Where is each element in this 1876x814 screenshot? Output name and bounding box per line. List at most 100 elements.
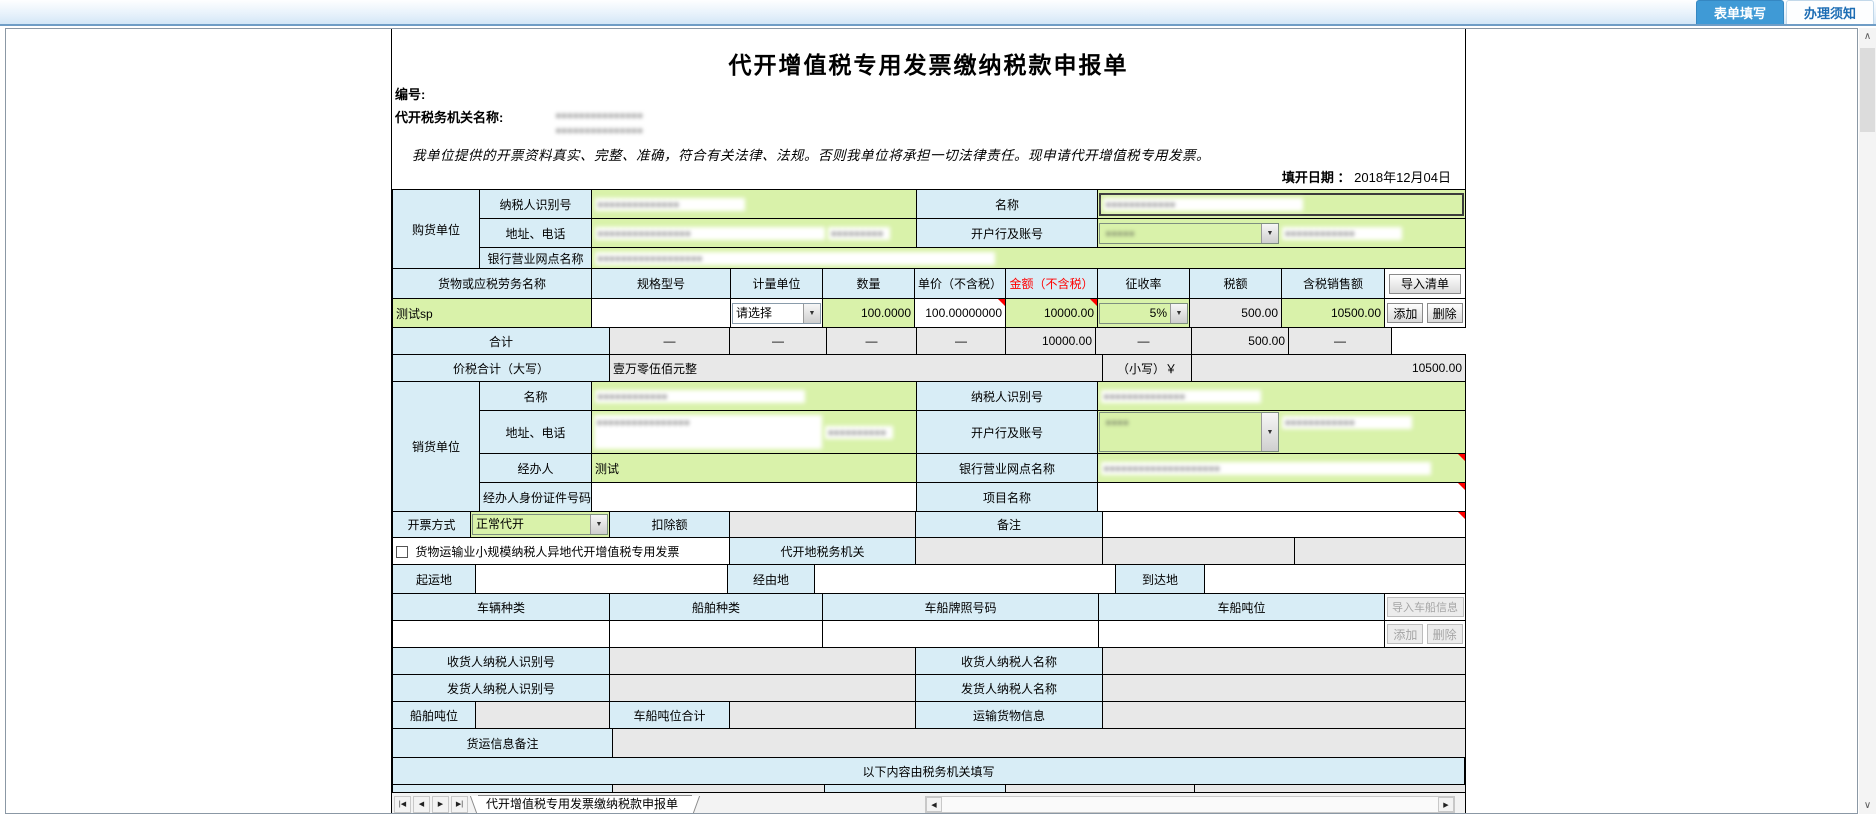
goods-amount-field[interactable]: 10000.00 xyxy=(1005,298,1098,329)
buyer-name-value: ●●●●●●●●●●●● xyxy=(1103,197,1303,211)
sheet-prev-icon[interactable]: ◀ xyxy=(413,795,430,813)
delete-row-button[interactable]: 删除 xyxy=(1426,303,1463,324)
freight-checkbox[interactable] xyxy=(396,546,408,559)
tonnage-total-field xyxy=(729,701,916,730)
buyer-name-cell: ●●●●●●●●●●●● xyxy=(1097,189,1466,220)
goods-unit-cell: 请选择 ▼ xyxy=(730,298,823,329)
buyer-tin-value: ●●●●●●●●●●●●●● xyxy=(595,198,745,212)
goods-rate-select[interactable]: 5% ▼ xyxy=(1099,302,1188,324)
project-name-field[interactable] xyxy=(1097,482,1466,513)
scroll-left-icon[interactable]: ◀ xyxy=(926,797,942,812)
buyer-table: 购货单位 纳税人识别号 ●●●●●●●●●●●●●● 名称 ●●●●●●●●●●… xyxy=(392,189,1466,270)
origin-field[interactable] xyxy=(475,564,728,595)
sheet-next-icon[interactable]: ▶ xyxy=(432,795,449,813)
goods-name-field[interactable]: 测试sp xyxy=(392,298,592,329)
vehicle-type-label: 车辆种类 xyxy=(392,593,610,622)
buyer-name-field[interactable]: ●●●●●●●●●●●● xyxy=(1099,192,1464,216)
consignee-name-field xyxy=(1102,647,1466,676)
totals-label: 合计 xyxy=(392,327,610,356)
ship-type-field[interactable] xyxy=(609,620,823,649)
form-page: 代开增值税专用发票缴纳税款申报单 编号: 代开税务机关名称: ●●●●●●●●●… xyxy=(5,28,1858,814)
vehicle-row-actions: 添加 删除 xyxy=(1384,620,1466,649)
seller-agent-field[interactable]: 测试 xyxy=(591,453,917,484)
buyer-tin-field[interactable]: ●●●●●●●●●●●●●● xyxy=(591,189,917,220)
invoice-mode-value: 正常代开 xyxy=(476,517,525,532)
tab-form-fill[interactable]: 表单填写 xyxy=(1696,0,1784,24)
goods-qty-field[interactable]: 100.0000 xyxy=(822,298,915,329)
sheet-first-icon[interactable]: |◀ xyxy=(394,795,411,813)
goods-unit-select[interactable]: 请选择 ▼ xyxy=(732,302,821,324)
plate-number-label: 车船牌照号码 xyxy=(822,593,1099,622)
buyer-account-field[interactable]: ●●●●●●●●●●●● xyxy=(1282,226,1403,240)
issuing-authority-field-2 xyxy=(1102,537,1295,566)
invoice-mode-label: 开票方式 xyxy=(392,511,471,539)
buyer-bank-select[interactable]: ●●●●● ▼ xyxy=(1099,222,1279,244)
scroll-up-icon[interactable]: ∧ xyxy=(1859,28,1876,45)
totals-spacer xyxy=(1391,327,1466,355)
chevron-down-icon[interactable]: ▼ xyxy=(803,303,820,323)
vehicle-type-field[interactable] xyxy=(392,620,610,649)
tax-office-header-table: 以下内容由税务机关填写 xyxy=(392,757,1465,786)
seller-branch-field[interactable]: ●●●●●●●●●●●●●●●●●●●● xyxy=(1097,453,1466,484)
add-row-button[interactable]: 添加 xyxy=(1387,303,1424,324)
import-list-button[interactable]: 导入清单 xyxy=(1389,273,1461,294)
plate-number-field[interactable] xyxy=(822,620,1099,649)
import-vehicle-button[interactable]: 导入车船信息 xyxy=(1386,597,1464,618)
tab-notice[interactable]: 办理须知 xyxy=(1786,0,1874,24)
buyer-section-label: 购货单位 xyxy=(392,189,480,270)
seller-tin-field[interactable]: ●●●●●●●●●●●●●● xyxy=(1097,381,1466,412)
chevron-down-icon[interactable]: ▼ xyxy=(1170,303,1187,323)
horizontal-scrollbar[interactable]: ◀ ▶ xyxy=(925,796,1455,813)
consignee-tin-field xyxy=(609,647,916,676)
fill-date-value: 2018年12月04日 xyxy=(1354,170,1451,186)
buyer-phone-field[interactable]: ●●●●●●●●● xyxy=(828,227,891,241)
totals-qty: — xyxy=(826,327,917,356)
scroll-right-icon[interactable]: ▶ xyxy=(1438,797,1454,812)
goods-table: 货物或应税劳务名称 规格型号 计量单位 数量 单价（不含税） 金额（不含税） 征… xyxy=(392,268,1466,329)
vehicle-add-button[interactable]: 添加 xyxy=(1387,624,1424,645)
chevron-down-icon[interactable]: ▼ xyxy=(1261,223,1278,243)
vertical-scrollbar[interactable]: ∧ ∨ xyxy=(1859,28,1876,814)
tax-office-section-header: 以下内容由税务机关填写 xyxy=(392,757,1465,786)
seller-bank-select[interactable]: ●●●● ▼ xyxy=(1099,412,1279,453)
seller-address-field[interactable]: ●●●●●●●●●●●●●●●● xyxy=(594,415,822,450)
destination-field[interactable] xyxy=(1204,564,1466,595)
sheet-tab-declaration[interactable]: 代开增值税专用发票缴纳税款申报单 xyxy=(478,795,693,813)
seller-address-label: 地址、电话 xyxy=(479,410,592,455)
seller-phone-field[interactable]: ●●●●●●●●●● xyxy=(825,425,894,439)
seller-name-field[interactable]: ●●●●●●●●●●●● xyxy=(591,381,917,412)
goods-spec-field[interactable] xyxy=(591,298,731,329)
consignee-table: 收货人纳税人识别号 收货人纳税人名称 发货人纳税人识别号 发货人纳税人名称 xyxy=(392,647,1466,703)
cargo-note-field xyxy=(612,728,1466,759)
col-tax: 税额 xyxy=(1189,268,1282,300)
chevron-down-icon[interactable]: ▼ xyxy=(1261,413,1278,452)
sheet-last-icon[interactable]: ▶| xyxy=(451,795,468,813)
ship-tonnage-field xyxy=(475,701,610,730)
remark-field[interactable] xyxy=(1102,511,1466,539)
invoice-mode-select[interactable]: 正常代开 ▼ xyxy=(472,514,608,536)
cargo-info-label: 运输货物信息 xyxy=(915,701,1103,730)
totals-rate: — xyxy=(1095,327,1192,356)
totals-with-tax: — xyxy=(1288,327,1392,356)
vertical-scroll-thumb[interactable] xyxy=(1860,48,1875,132)
vehicle-delete-button[interactable]: 删除 xyxy=(1426,624,1463,645)
buyer-address-field[interactable]: ●●●●●●●●●●●●●●●● xyxy=(595,227,825,241)
buyer-bank-cell: ●●●●● ▼ ●●●●●●●●●●●● xyxy=(1097,218,1466,249)
goods-price-field[interactable]: 100.00000000 xyxy=(914,298,1006,329)
buyer-address-cell: ●●●●●●●●●●●●●●●● ●●●●●●●●● xyxy=(591,218,917,249)
seller-account-field[interactable]: ●●●●●●●●●●●● xyxy=(1282,416,1413,430)
agent-id-field[interactable] xyxy=(591,482,917,513)
via-field[interactable] xyxy=(814,564,1116,595)
declaration-form: 代开增值税专用发票缴纳税款申报单 编号: 代开税务机关名称: ●●●●●●●●●… xyxy=(391,29,1466,813)
tonnage-field[interactable] xyxy=(1098,620,1385,649)
cargo-info-field xyxy=(1102,701,1466,730)
goods-total-field[interactable]: 10500.00 xyxy=(1281,298,1385,329)
deduction-field xyxy=(729,511,916,539)
seller-table: 销货单位 名称 ●●●●●●●●●●●● 纳税人识别号 ●●●●●●●●●●●●… xyxy=(392,381,1466,513)
buyer-branch-field[interactable]: ●●●●●●●●●●●●●●●●●● xyxy=(591,247,1466,270)
chevron-down-icon[interactable]: ▼ xyxy=(590,515,607,535)
seller-branch-label: 银行营业网点名称 xyxy=(916,453,1098,484)
consignor-name-label: 发货人纳税人名称 xyxy=(915,674,1103,703)
top-tab-bar: 表单填写 办理须知 xyxy=(0,0,1876,26)
scroll-down-icon[interactable]: ∨ xyxy=(1859,797,1876,814)
